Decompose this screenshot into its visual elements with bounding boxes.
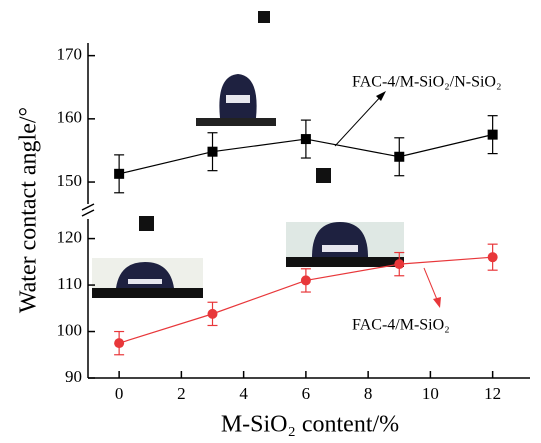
y-tick-label: 90 bbox=[65, 367, 82, 386]
y-tick-label: 150 bbox=[57, 171, 83, 190]
artifact bbox=[258, 11, 270, 23]
x-tick-label: 6 bbox=[302, 384, 311, 403]
y-tick-label: 170 bbox=[57, 45, 83, 64]
marker bbox=[394, 259, 405, 270]
artifact bbox=[139, 216, 154, 231]
y-tick-label: 100 bbox=[57, 320, 83, 339]
marker bbox=[300, 134, 311, 145]
x-tick-label: 10 bbox=[422, 384, 439, 403]
axis-break bbox=[81, 209, 95, 217]
y-tick-label: 160 bbox=[57, 108, 83, 127]
y-axis-title: Water contact angle/° bbox=[16, 107, 42, 313]
y-tick-label: 110 bbox=[57, 274, 82, 293]
y-tick-label: 120 bbox=[57, 227, 83, 246]
x-tick-label: 4 bbox=[239, 384, 248, 403]
droplet-photo bbox=[196, 74, 276, 126]
series-label: FAC-4/M-SiO₂/N-SiO₂ bbox=[352, 74, 502, 91]
marker bbox=[207, 308, 218, 319]
marker bbox=[207, 146, 218, 157]
droplet-photo bbox=[286, 222, 404, 267]
arrow-head bbox=[433, 297, 441, 308]
axis-break bbox=[81, 203, 95, 211]
x-tick-label: 2 bbox=[177, 384, 186, 403]
marker bbox=[114, 338, 125, 349]
marker bbox=[300, 275, 311, 286]
x-axis-title: M-SiO₂ content/% bbox=[221, 412, 399, 438]
x-tick-label: 8 bbox=[364, 384, 373, 403]
artifact bbox=[316, 168, 331, 183]
arrow-head bbox=[376, 91, 386, 101]
arrow bbox=[423, 267, 439, 303]
marker bbox=[487, 252, 498, 263]
arrow bbox=[334, 93, 384, 147]
marker bbox=[394, 151, 405, 162]
series-label: FAC-4/M-SiO₂ bbox=[352, 317, 450, 334]
marker bbox=[114, 168, 125, 179]
x-tick-label: 12 bbox=[484, 384, 501, 403]
x-tick-label: 0 bbox=[115, 384, 124, 403]
droplet-photo bbox=[92, 258, 203, 298]
marker bbox=[487, 129, 498, 140]
